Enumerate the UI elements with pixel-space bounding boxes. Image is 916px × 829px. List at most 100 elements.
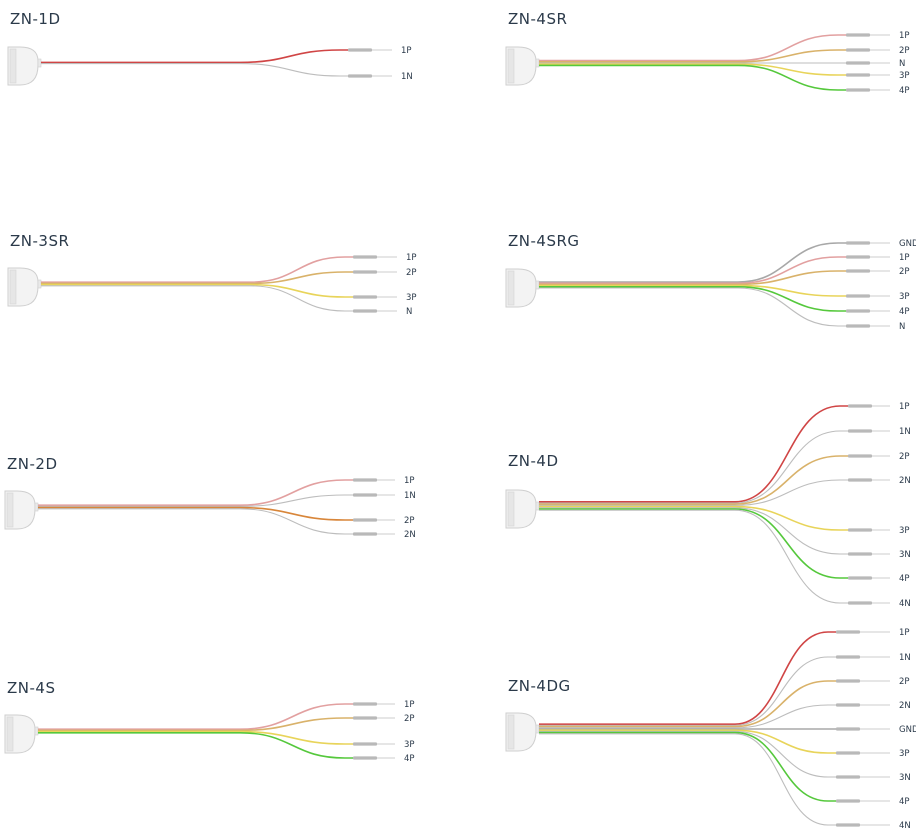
wire-terminal — [353, 532, 377, 536]
wire-1n — [539, 656, 836, 726]
wire-label: 3P — [899, 526, 910, 536]
wire-label: 1P — [404, 700, 415, 710]
wire-terminal — [836, 679, 860, 683]
wire-2n — [38, 508, 353, 535]
wire-4n — [539, 733, 836, 826]
wire-terminal — [836, 630, 860, 634]
wire-label: 1P — [899, 628, 910, 638]
wire-label: 1P — [404, 476, 415, 486]
diagram-zn-4sr: ZN-4SR 1P 2P N 3P 4P — [505, 10, 910, 96]
connector-plug — [505, 46, 540, 86]
wire-label: 1P — [406, 253, 417, 263]
connector-plug — [505, 268, 540, 308]
wire-gnd — [539, 242, 846, 283]
wire-label: N — [899, 322, 905, 332]
wire-terminal — [353, 518, 377, 522]
wire-terminal — [846, 48, 870, 52]
wire-terminal — [846, 61, 870, 65]
diagram-zn-2d: ZN-2D 1P 1N 2P 2N — [4, 455, 416, 540]
wire-label: 4P — [899, 86, 910, 96]
wire-terminal — [836, 823, 860, 827]
wire-label: 2P — [404, 516, 415, 526]
wire-terminal — [848, 478, 872, 482]
wire-terminal — [348, 48, 372, 52]
wire-n — [539, 287, 846, 327]
wire-2p — [539, 680, 836, 728]
wire-label: 1P — [899, 31, 910, 41]
wire-4p — [539, 508, 848, 579]
connector-plug — [7, 46, 42, 86]
wire-label: 2N — [899, 476, 911, 486]
wire-label: N — [899, 59, 905, 69]
wire-terminal — [348, 74, 372, 78]
wire-terminal — [353, 295, 377, 299]
wire-terminal — [353, 716, 377, 720]
diagram-title: ZN-3SR — [10, 232, 69, 250]
wire-4p — [539, 286, 846, 312]
wire-2p — [539, 455, 848, 505]
wire-label: 3P — [899, 749, 910, 759]
wire-label: 1N — [401, 72, 413, 82]
diagram-title: ZN-2D — [7, 455, 58, 473]
diagram-zn-4s: ZN-4S 1P 2P 3P 4P — [4, 679, 415, 764]
wire-label: 4P — [899, 797, 910, 807]
wire-terminal — [846, 309, 870, 313]
wire-terminal — [846, 88, 870, 92]
wire-1n — [41, 63, 348, 77]
wire-3p — [41, 283, 353, 298]
wire-terminal — [836, 751, 860, 755]
diagram-zn-1d: ZN-1D 1P 1N — [7, 10, 413, 86]
wire-terminal — [848, 576, 872, 580]
wire-terminal — [353, 255, 377, 259]
wire-label: 3P — [406, 293, 417, 303]
wire-label: 4P — [899, 574, 910, 584]
wire-label: 2P — [899, 267, 910, 277]
wire-terminal — [848, 601, 872, 605]
wire-terminal — [836, 703, 860, 707]
wire-label: 2P — [899, 677, 910, 687]
wire-terminal — [353, 270, 377, 274]
wire-terminal — [353, 702, 377, 706]
wire-label: 1N — [404, 491, 416, 501]
wire-terminal — [846, 255, 870, 259]
wire-terminal — [836, 655, 860, 659]
wire-label: 4N — [899, 599, 911, 609]
wire-terminal — [836, 727, 860, 731]
wire-4p — [539, 64, 846, 91]
diagram-title: ZN-4DG — [508, 677, 571, 695]
wire-1p — [539, 34, 846, 62]
wire-label: 1P — [899, 402, 910, 412]
wire-label: 3N — [899, 550, 911, 560]
wire-terminal — [846, 33, 870, 37]
wire-label: 3P — [899, 71, 910, 81]
wire-label: 4P — [404, 754, 415, 764]
wire-2n — [539, 704, 836, 729]
wire-label: 4N — [899, 821, 911, 829]
wire-2p — [41, 271, 353, 285]
wire-label: 2N — [404, 530, 416, 540]
wire-label: 1P — [401, 46, 412, 56]
wire-1n — [38, 494, 353, 507]
wire-label: 3P — [404, 740, 415, 750]
connector-plug — [505, 489, 540, 529]
wire-1p — [38, 703, 353, 730]
wire-label: 4P — [899, 307, 910, 317]
wire-3n — [539, 730, 836, 778]
wire-label: GND — [899, 725, 916, 735]
wire-3p — [539, 63, 846, 76]
wire-label: 2P — [899, 46, 910, 56]
wire-terminal — [353, 493, 377, 497]
wire-3p — [38, 730, 353, 745]
wire-terminal — [353, 756, 377, 760]
wire-3n — [539, 507, 848, 555]
wire-3p — [539, 505, 848, 531]
wire-label: 1N — [899, 653, 911, 663]
wire-1n — [539, 430, 848, 504]
wire-terminal — [848, 429, 872, 433]
wire-2p — [539, 49, 846, 63]
wire-terminal — [353, 478, 377, 482]
wire-1p — [539, 405, 848, 503]
diagram-title: ZN-4S — [7, 679, 55, 697]
wire-2n — [539, 479, 848, 506]
